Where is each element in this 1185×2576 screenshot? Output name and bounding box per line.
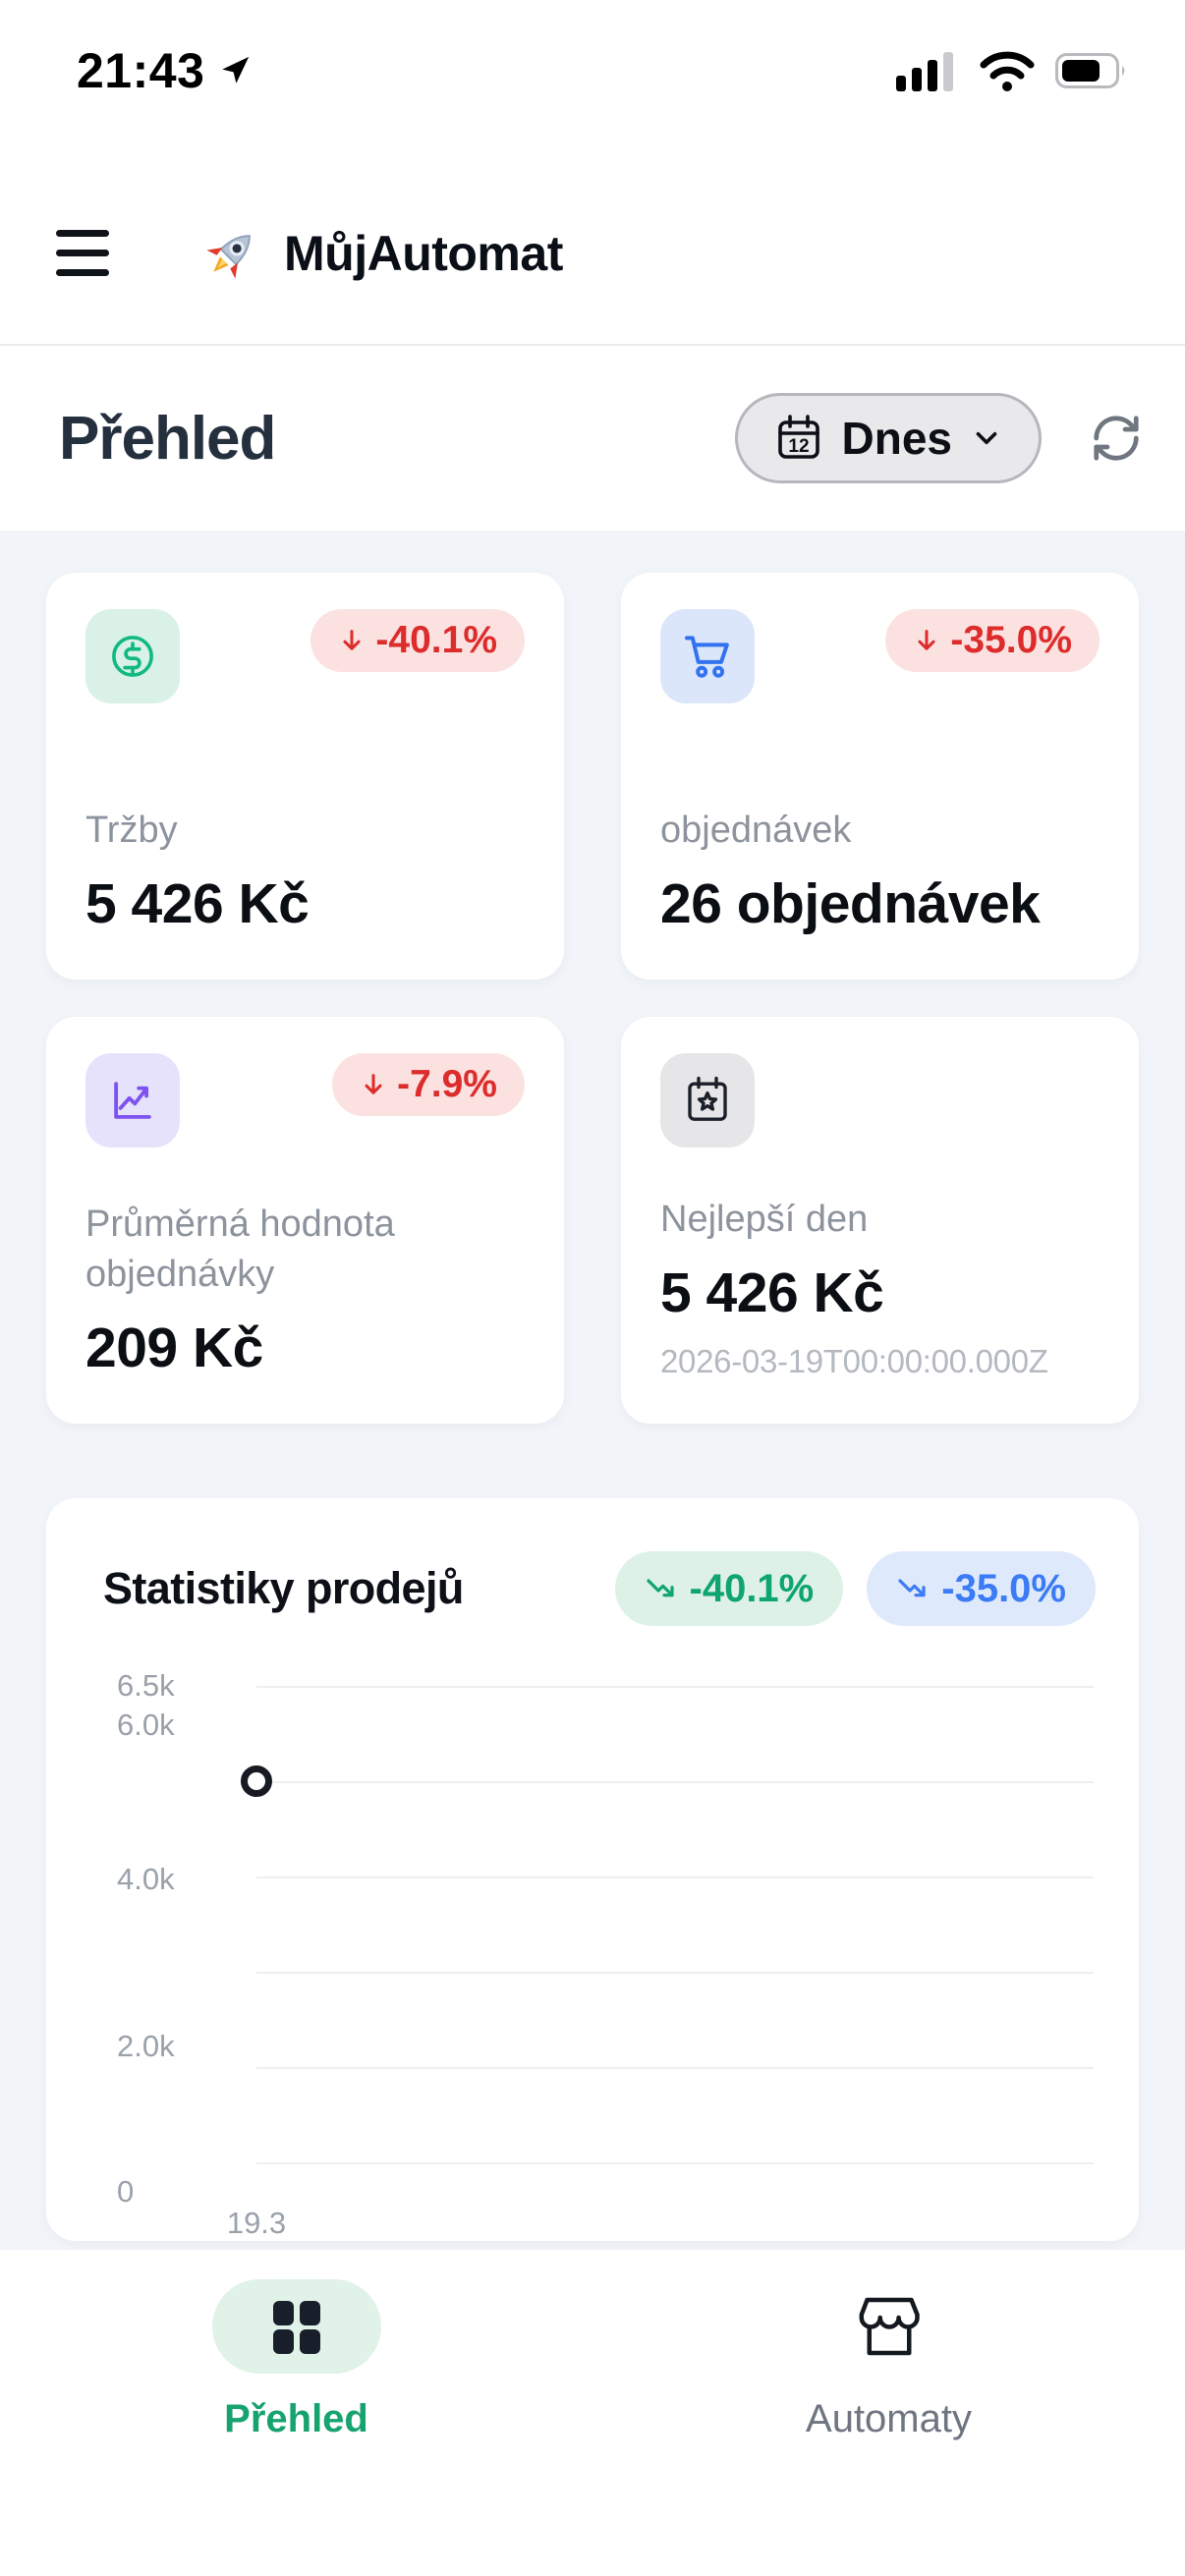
grid-icon — [270, 2297, 323, 2356]
cellular-signal-icon — [896, 50, 959, 91]
app-header: MůjAutomat — [0, 123, 1185, 346]
trend-badge-value: -35.0% — [950, 619, 1072, 661]
sales-statistics-card: Statistiky prodejů -40.1% -35.0% — [46, 1498, 1139, 2241]
kpi-value: 26 objednávek — [660, 872, 1041, 935]
kpi-label: objednávek — [660, 810, 852, 852]
app-brand: MůjAutomat — [203, 225, 563, 282]
kpi-card-objednavky: -35.0% objednávek 26 objednávek — [621, 573, 1139, 980]
line-chart-icon — [85, 1053, 180, 1148]
kpi-card-trzby: -40.1% Tržby 5 426 Kč — [46, 573, 564, 980]
y-axis-tick: 4.0k — [117, 1862, 175, 1896]
arrow-down-icon — [338, 627, 366, 654]
nav-label: Přehled — [224, 2397, 368, 2440]
chart-badge-value: -35.0% — [941, 1566, 1066, 1610]
status-bar: 21:43 — [0, 0, 1185, 123]
hamburger-menu-button[interactable] — [56, 230, 109, 276]
location-arrow-icon — [218, 54, 252, 87]
bottom-navigation: Přehled Automaty — [0, 2250, 1185, 2576]
circle-dollar-icon — [85, 609, 180, 703]
nav-item-automaty[interactable]: Automaty — [592, 2250, 1185, 2576]
date-filter-label: Dnes — [841, 413, 952, 464]
main-content: -40.1% Tržby 5 426 Kč — [0, 531, 1185, 2241]
gridline — [256, 1686, 1094, 1688]
nav-pill — [805, 2279, 974, 2374]
x-axis-tick: 19.3 — [226, 2206, 287, 2240]
chevron-down-icon — [970, 421, 1003, 455]
kpi-value: 209 Kč — [85, 1316, 263, 1379]
gridline — [256, 2067, 1094, 2069]
kpi-label: Nejlepší den — [660, 1199, 869, 1241]
kpi-card-prumerna-hodnota: -7.9% Průměrná hodnota objednávky 209 Kč — [46, 1017, 564, 1424]
active-nav-pill — [211, 2279, 381, 2374]
trend-badge-value: -40.1% — [375, 619, 497, 661]
gridline — [256, 1972, 1094, 1974]
status-time: 21:43 — [77, 42, 205, 98]
rocket-logo-icon — [203, 225, 260, 282]
kpi-card-nejlepsi-den: Nejlepší den 5 426 Kč 2026-03-19T00:00:0… — [621, 1017, 1139, 1424]
gridline — [256, 1781, 1094, 1783]
chart-badge-revenue: -40.1% — [614, 1551, 844, 1626]
chart-badge-value: -40.1% — [689, 1566, 815, 1610]
trending-down-icon — [896, 1573, 928, 1604]
trend-badge-value: -7.9% — [397, 1063, 497, 1105]
chart-data-point[interactable] — [241, 1765, 272, 1797]
y-axis-tick: 6.5k — [117, 1668, 175, 1703]
y-axis-tick: 2.0k — [117, 2029, 175, 2063]
line-chart-plot: 6.5k 6.0k 4.0k 2.0k 0 19.3 — [46, 1646, 1139, 2241]
trending-down-icon — [645, 1573, 676, 1604]
nav-label: Automaty — [806, 2397, 972, 2440]
gridline — [256, 2162, 1094, 2164]
wifi-icon — [979, 49, 1036, 92]
calendar-star-icon — [660, 1053, 755, 1148]
battery-icon — [1055, 52, 1128, 88]
kpi-card-grid: -40.1% Tržby 5 426 Kč — [46, 573, 1139, 1424]
page-header: Přehled 12 Dnes — [0, 346, 1185, 531]
kpi-value: 5 426 Kč — [660, 1261, 884, 1324]
kpi-label: Tržby — [85, 810, 178, 852]
page-title: Přehled — [59, 404, 276, 473]
refresh-button[interactable] — [1089, 411, 1144, 466]
calendar-icon: 12 — [773, 413, 824, 464]
gridline — [256, 1876, 1094, 1878]
nav-item-prehled[interactable]: Přehled — [0, 2250, 592, 2576]
date-filter-button[interactable]: 12 Dnes — [734, 393, 1042, 483]
svg-text:12: 12 — [788, 436, 809, 457]
kpi-date: 2026-03-19T00:00:00.000Z — [660, 1343, 1048, 1379]
arrow-down-icon — [913, 627, 940, 654]
y-axis-tick: 0 — [117, 2174, 135, 2209]
trend-badge: -35.0% — [885, 609, 1100, 672]
arrow-down-icon — [360, 1071, 387, 1098]
shopping-cart-icon — [660, 609, 755, 703]
kpi-label: Průměrná hodnota objednávky — [85, 1204, 395, 1296]
kpi-value: 5 426 Kč — [85, 872, 310, 935]
app-title: MůjAutomat — [284, 225, 563, 281]
chart-title: Statistiky prodejů — [103, 1563, 464, 1613]
store-icon — [854, 2291, 925, 2362]
y-axis-tick: 6.0k — [117, 1708, 175, 1742]
trend-badge: -40.1% — [310, 609, 525, 672]
chart-badge-orders: -35.0% — [867, 1551, 1096, 1626]
trend-badge: -7.9% — [332, 1053, 525, 1116]
